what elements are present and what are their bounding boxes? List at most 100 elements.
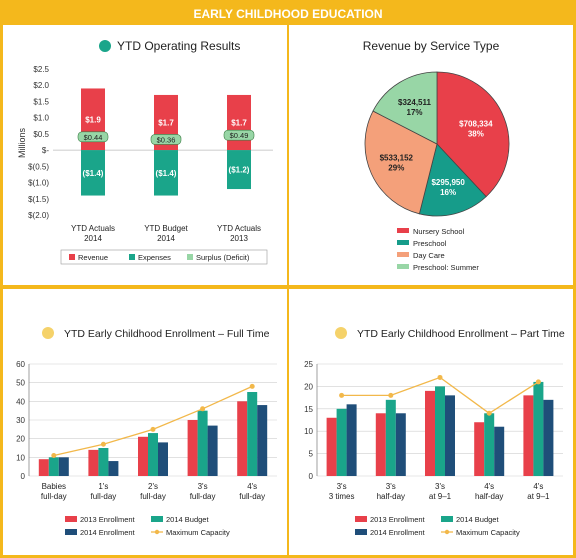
legend-swatch [187, 254, 193, 260]
x-tick-label: at 9–1 [527, 492, 550, 501]
horizontal-divider [3, 285, 573, 289]
surplus-data-label: $0.36 [157, 135, 176, 144]
legend-swatch [154, 529, 160, 535]
y-tick-label: 50 [16, 379, 25, 388]
enrollment-bar [138, 436, 148, 476]
pie-slice [372, 71, 438, 145]
x-tick-label: full-day [41, 492, 67, 501]
legend-label: 2013 Enrollment [370, 515, 426, 524]
enrollment-bar [326, 417, 337, 476]
y-tick-label: 5 [309, 450, 314, 459]
enrollment-bar [484, 413, 495, 476]
enrollment-bar [158, 442, 168, 476]
surplus-data-label: $0.49 [230, 131, 249, 140]
x-tick-label: 2's [148, 482, 158, 491]
capacity-point [150, 426, 156, 432]
expenses-bar [227, 150, 251, 190]
x-tick-label: YTD Budget [144, 224, 188, 233]
part-time-enrollment-chart: YTD Early Childhood Enrollment – Part Ti… [304, 327, 565, 537]
legend-label: 2014 Budget [166, 515, 209, 524]
y-tick-label: $(2.0) [28, 211, 49, 220]
enrollment-bar [257, 405, 268, 476]
revenue-bar [227, 94, 251, 151]
legend-swatch [441, 516, 453, 522]
legend-swatch [397, 240, 409, 245]
slice-value-label: $324,511 [398, 98, 431, 107]
legend-swatch [397, 228, 409, 233]
legend-swatch [397, 264, 409, 269]
y-tick-label: 0 [309, 472, 314, 481]
y-tick-label: 25 [304, 360, 313, 369]
enrollment-bar [58, 457, 69, 476]
legend-label: Maximum Capacity [166, 528, 230, 537]
pie-slice [418, 143, 487, 217]
y-tick-label: 15 [304, 405, 313, 414]
x-tick-label: 4's [247, 482, 257, 491]
revenue-data-label: $1.7 [231, 119, 247, 128]
y-tick-label: 30 [16, 416, 25, 425]
enrollment-bar [425, 390, 435, 476]
legend-label: Expenses [138, 253, 171, 262]
operating-results-chart: YTD Operating Results $2.5 $2.0 $1.5 $1.0 $0.… [17, 39, 273, 265]
legend-label: Preschool: Summer [413, 263, 479, 272]
slice-percent-label: 29% [388, 163, 404, 172]
legend-swatch [129, 254, 135, 260]
x-tick-label: 2014 [84, 234, 102, 243]
legend-label: 2014 Budget [456, 515, 499, 524]
x-tick-label: 3's [386, 482, 396, 491]
revenue-data-label: $1.7 [158, 119, 174, 128]
capacity-point [437, 374, 443, 380]
x-tick-label: 2013 [230, 234, 248, 243]
y-tick-label: 20 [16, 435, 25, 444]
surplus-data-label: $0.44 [84, 133, 103, 142]
legend-swatch [151, 516, 163, 522]
legend-label: Nursery School [413, 227, 465, 236]
legend-swatch [355, 516, 367, 522]
legend-label: 2014 Enrollment [370, 528, 426, 537]
chart-title: YTD Early Childhood Enrollment – Full Ti… [64, 328, 270, 340]
expenses-data-label: ($1.4) [83, 169, 104, 178]
y-axis-label: Millions [17, 128, 27, 159]
capacity-point [388, 392, 394, 398]
capacity-point [535, 379, 541, 385]
legend-label: 2013 Enrollment [80, 515, 136, 524]
enrollment-bar [108, 461, 119, 476]
vertical-divider-bottom [287, 289, 289, 555]
legend-swatch [397, 252, 409, 257]
enrollment-bar [187, 420, 198, 476]
enrollment-bar [474, 422, 485, 476]
legend-swatch [65, 516, 77, 522]
chart-title: Revenue by Service Type [363, 39, 500, 53]
y-tick-label: $1.0 [33, 114, 49, 123]
y-tick-label: 20 [304, 382, 313, 391]
capacity-point [339, 392, 345, 398]
x-tick-label: full-day [239, 492, 265, 501]
enrollment-bar [385, 399, 396, 476]
x-tick-label: 3 times [329, 492, 355, 501]
legend-swatch [69, 254, 75, 260]
x-tick-label: 2014 [157, 234, 175, 243]
enrollment-bar [395, 413, 406, 476]
y-tick-label: 0 [21, 472, 26, 481]
capacity-point [486, 410, 492, 416]
slice-percent-label: 17% [407, 108, 423, 117]
page-title: EARLY CHILDHOOD EDUCATION [3, 3, 573, 25]
enrollment-bar [88, 449, 99, 476]
x-tick-label: 1's [98, 482, 108, 491]
x-tick-label: YTD Actuals [217, 224, 261, 233]
legend-label: Preschool [413, 239, 447, 248]
enrollment-bar [336, 408, 347, 476]
enrollment-bar [247, 392, 258, 476]
slice-percent-label: 16% [440, 188, 456, 197]
slice-percent-label: 38% [468, 130, 484, 139]
y-tick-label: 40 [16, 397, 25, 406]
enrollment-bar [207, 425, 218, 476]
enrollment-bar [494, 426, 505, 476]
x-tick-label: 3's [198, 482, 208, 491]
revenue-data-label: $1.9 [85, 115, 101, 124]
chart-title: YTD Early Childhood Enrollment – Part Ti… [357, 328, 565, 340]
expenses-data-label: ($1.4) [156, 169, 177, 178]
x-tick-label: full-day [91, 492, 117, 501]
